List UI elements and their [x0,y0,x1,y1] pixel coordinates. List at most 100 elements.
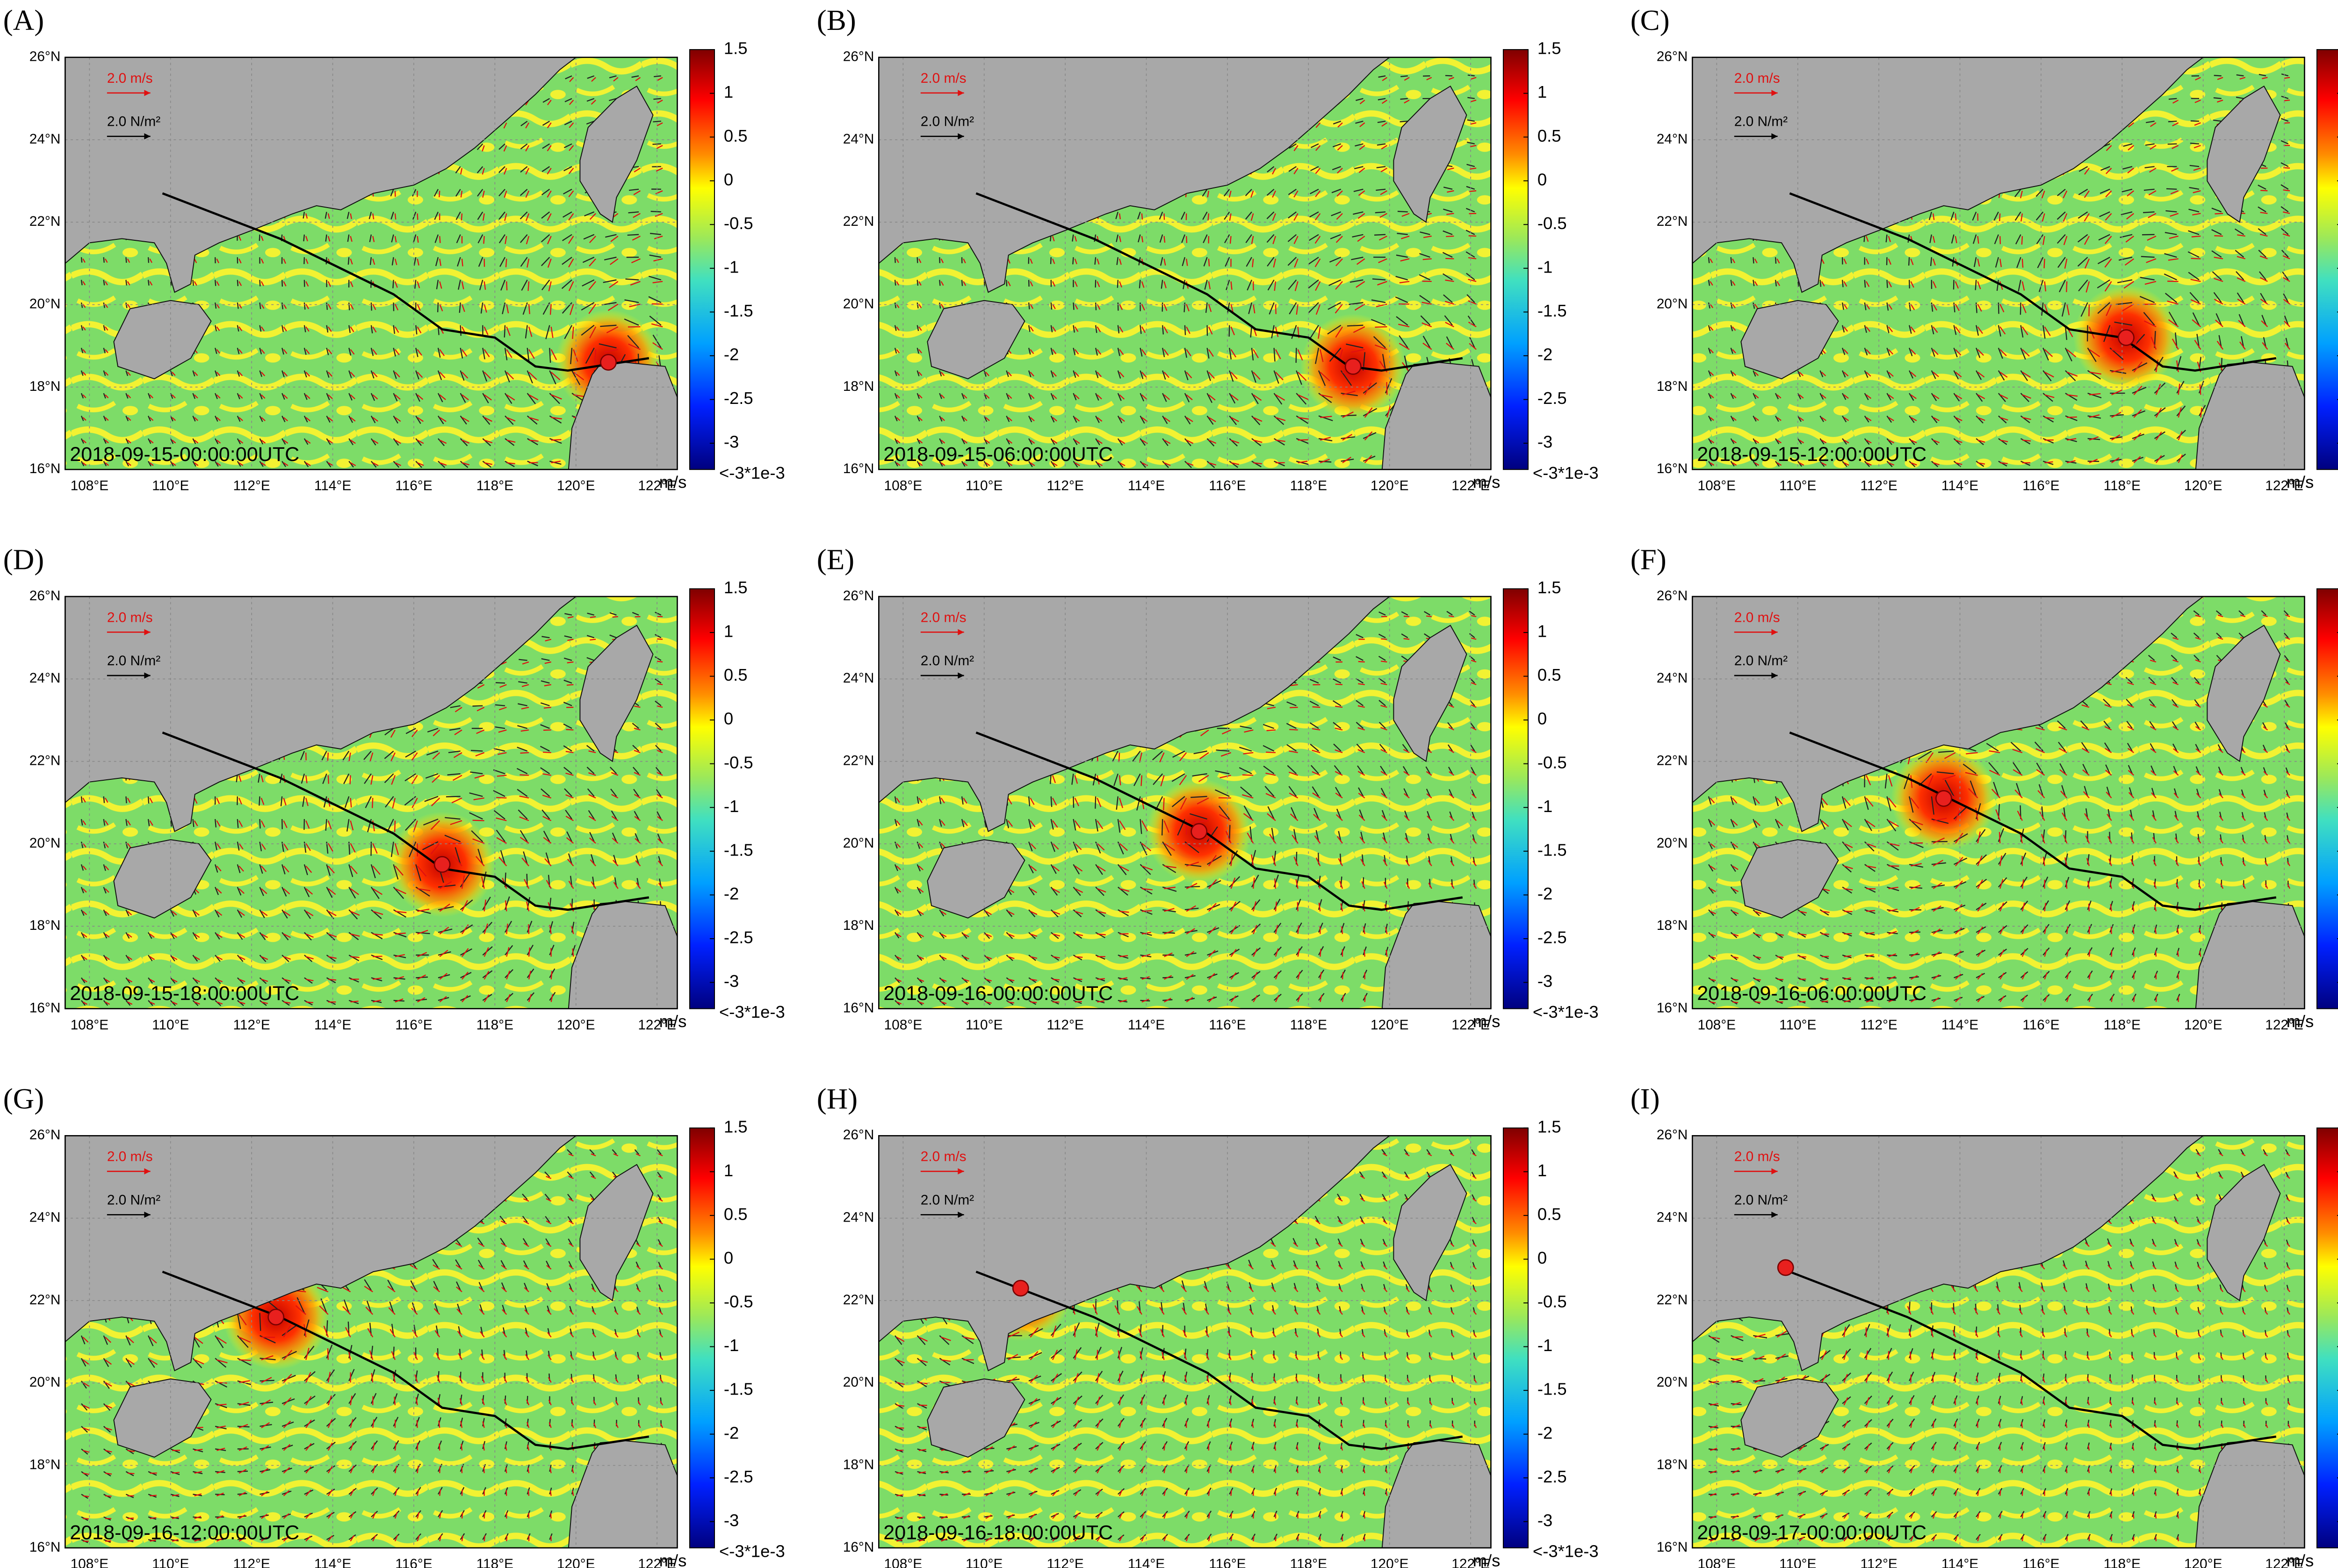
wind-stress-vector [1730,302,1733,309]
x-tick-label: 118°E [476,1017,513,1033]
current-vector [373,933,383,936]
current-vector [1163,236,1166,243]
current-vector [305,820,310,829]
current-vector [1888,303,1893,310]
current-vector [2237,298,2246,305]
y-tick-label: 22°N [29,214,61,229]
current-vector [527,259,530,268]
current-vector [1821,417,1826,421]
wind-stress-vector [655,678,662,684]
current-vector [350,394,355,400]
current-vector [105,956,110,960]
wind-stress-vector [2188,209,2200,213]
wind-stress-vector [1028,347,1031,355]
wind-stress-vector [1162,302,1163,312]
wind-stress-vector [1215,789,1230,797]
current-vector [149,462,154,466]
current-vector [417,281,420,288]
current-vector [2237,277,2246,282]
current-vector [1320,995,1322,1002]
current-vector [527,281,530,291]
current-vector [1932,236,1935,243]
current-vector [1186,905,1196,912]
wind-stress-vector [894,864,898,871]
wind-stress-vector [390,189,394,197]
current-vector [105,843,109,848]
wind-stress-vector [1251,393,1259,404]
map-frame [65,596,678,1009]
wind-stress-vector [1864,370,1869,378]
wind-stress-vector [505,460,515,468]
current-vector [1358,814,1365,821]
current-vector [544,661,551,664]
wind-stress-vector [1162,460,1169,468]
stress-legend-label: 2.0 N/m² [107,114,160,129]
current-vector [985,372,989,376]
wind-stress-vector [1073,886,1081,896]
current-vector [1799,417,1804,421]
current-vector [105,394,109,398]
current-vector [2282,255,2290,259]
wind-stress-vector [1998,347,2003,359]
current-vector [461,304,465,312]
wind-stress-vector [436,280,439,289]
current-vector [1843,259,1847,265]
current-vector [2127,167,2134,173]
current-vector [1119,236,1121,242]
current-vector [1357,236,1365,242]
current-vector [498,856,507,867]
wind-stress-vector [961,796,964,805]
wind-stress-vector [498,188,505,196]
y-tick-label: 16°N [29,1000,61,1015]
current-vector [2128,145,2134,151]
wind-stress-vector [568,853,573,865]
wind-stress-vector [1841,370,1846,378]
wind-stress-vector [520,143,528,150]
current-vector [1097,303,1101,310]
current-vector [395,954,405,957]
current-vector [1163,439,1171,444]
wind-stress-vector [1340,370,1352,386]
wind-stress-vector [1375,211,1386,214]
wind-stress-vector [1310,188,1319,194]
current-vector [462,948,469,957]
wind-stress-vector [1229,901,1241,910]
wind-stress-vector [1224,211,1230,220]
current-vector [1297,995,1301,1002]
wind-stress-vector [1336,808,1342,820]
current-vector [127,978,133,983]
current-vector [985,911,992,915]
current-vector [1776,394,1782,399]
current-vector [506,923,508,934]
colorbar-tick-label: -1 [724,797,739,816]
current-vector [2214,298,2223,305]
wind-stress-vector [384,773,394,784]
current-vector [1315,281,1321,291]
current-vector [2089,414,2100,418]
current-vector [1231,417,1239,422]
wind-stress-vector [516,768,528,775]
current-vector [613,77,619,82]
current-vector [526,901,530,912]
wind-stress-vector [1378,75,1386,78]
x-tick-label: 120°E [557,478,595,494]
current-vector [551,439,562,441]
current-vector [1955,394,1963,399]
current-vector [328,394,333,399]
current-vector [483,394,492,401]
wind-stress-vector [1908,280,1910,288]
current-vector [918,417,923,421]
current-vector [504,213,507,221]
wind-stress-vector [2145,143,2155,146]
current-vector [1052,775,1056,784]
wind-stress-vector [348,416,354,423]
wind-stress-vector [916,886,921,894]
current-vector [216,911,223,916]
current-vector [1888,417,1894,421]
current-vector [417,908,430,912]
wind-stress-vector [1286,723,1297,729]
y-tick-label: 24°N [1657,131,1688,147]
wind-stress-vector [624,318,639,326]
current-vector [1097,842,1105,851]
current-vector [1163,281,1167,288]
